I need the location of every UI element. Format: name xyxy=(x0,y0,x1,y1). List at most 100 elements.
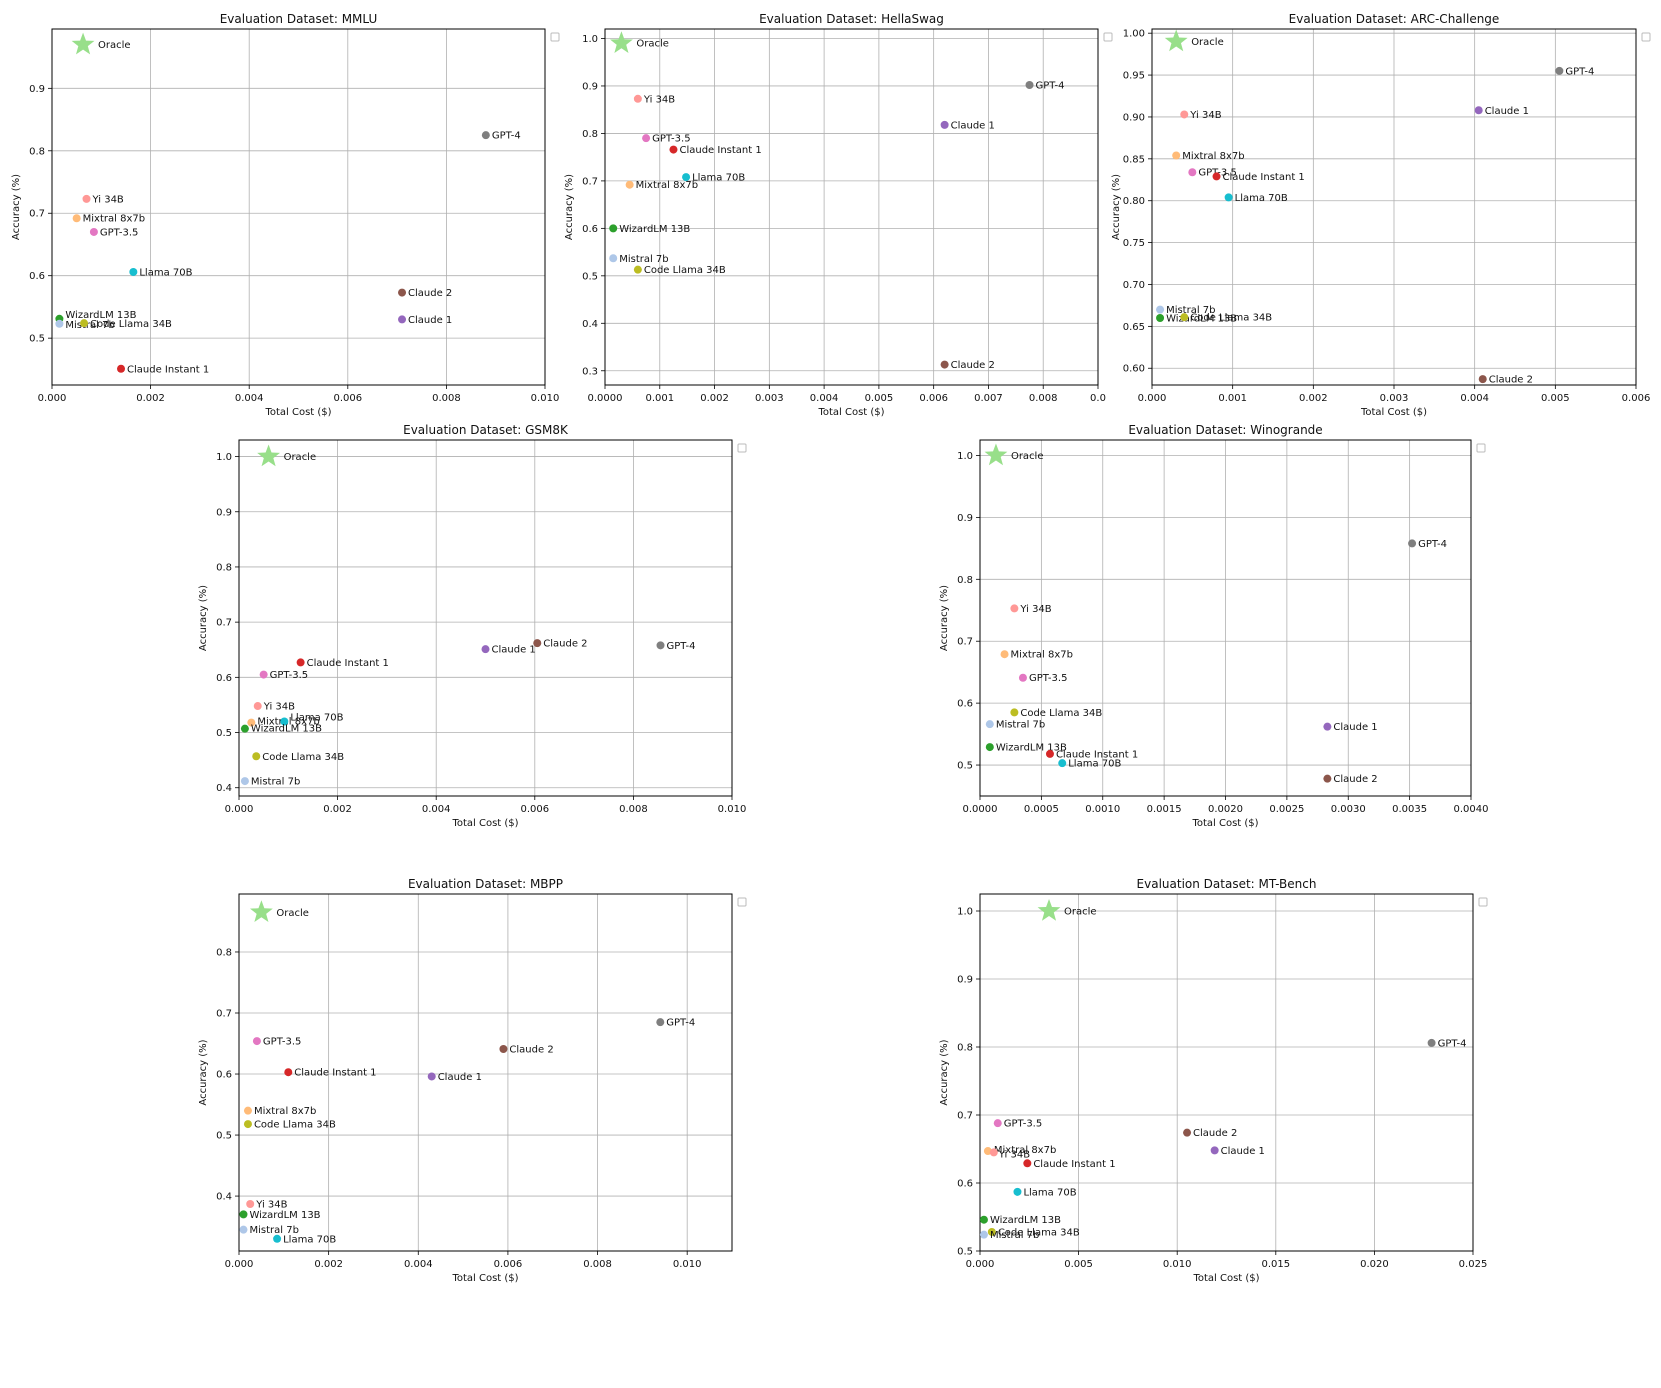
point-label: Oracle xyxy=(276,908,309,919)
point-label: Mixtral 8x7b xyxy=(254,1106,316,1117)
oracle-star-marker xyxy=(1164,29,1188,52)
chart-title: Evaluation Dataset: MMLU xyxy=(220,12,378,26)
point-label: Claude Instant 1 xyxy=(127,364,209,375)
legend-box xyxy=(1103,32,1113,42)
point-label: Mixtral 8x7b xyxy=(1182,151,1244,162)
y-tick-label: 0.5 xyxy=(216,728,232,739)
point-label: WizardLM 13B xyxy=(990,1215,1061,1226)
y-tick-label: 0.7 xyxy=(29,209,45,220)
x-tick-label: 0.0015 xyxy=(1147,804,1182,815)
y-tick-label: 1.0 xyxy=(216,452,232,463)
point-label: Code Llama 34B xyxy=(1190,313,1272,324)
point-label: Oracle xyxy=(284,452,317,463)
data-point xyxy=(398,315,407,324)
y-tick-label: 0.6 xyxy=(216,673,232,684)
point-label: Code Llama 34B xyxy=(90,319,172,330)
oracle-star-marker xyxy=(1037,899,1061,921)
point-label: WizardLM 13B xyxy=(65,310,136,321)
point-label: Mistral 7b xyxy=(251,777,300,788)
data-point xyxy=(1212,172,1221,181)
x-tick-label: 0.0020 xyxy=(1208,804,1243,815)
x-tick-label: 0.0010 xyxy=(1085,804,1120,815)
y-tick-label: 0.4 xyxy=(582,319,598,330)
data-point xyxy=(284,1068,293,1077)
point-label: Claude Instant 1 xyxy=(294,1068,376,1079)
y-tick-label: 0.5 xyxy=(957,761,973,772)
point-label: Yi 34B xyxy=(1019,604,1051,615)
x-tick-label: 0.006 xyxy=(1622,393,1651,404)
x-tick-label: 0.0005 xyxy=(1024,804,1059,815)
oracle-star-marker xyxy=(257,444,280,467)
y-axis-label: Accuracy (%) xyxy=(1111,174,1122,240)
point-label: Mistral 7b xyxy=(249,1225,298,1236)
data-point xyxy=(129,267,138,276)
x-tick-label: 0.000 xyxy=(966,1259,995,1270)
x-tick-label: 0.005 xyxy=(1064,1259,1093,1270)
point-label: Claude 1 xyxy=(492,645,536,656)
x-tick-label: 0.004 xyxy=(235,393,264,404)
data-point xyxy=(239,1225,248,1234)
x-tick-label: 0.002 xyxy=(314,1259,343,1270)
chart-title: Evaluation Dataset: GSM8K xyxy=(403,423,569,437)
y-tick-label: 0.60 xyxy=(1123,364,1145,375)
chart-panel: 0.000 0.002 0.004 0.006 0.008 0.010 0.4 0.5 0.6 0… xyxy=(198,423,747,829)
point-label: Llama 70B xyxy=(283,1234,336,1245)
point-label: Mixtral 8x7b xyxy=(994,1145,1056,1156)
chart-panel: 0.000 0.002 0.004 0.006 0.008 0.010 0.4 0.5 0.6 0… xyxy=(198,877,747,1284)
point-label: Claude Instant 1 xyxy=(1056,749,1138,760)
data-point xyxy=(609,224,618,233)
data-point xyxy=(1172,151,1181,160)
x-tick-label: 0.000 xyxy=(1138,393,1167,404)
y-tick-label: 0.6 xyxy=(216,1070,232,1081)
y-tick-label: 0.9 xyxy=(582,81,598,92)
x-tick-label: 0.008 xyxy=(1029,393,1058,404)
y-axis-label: Accuracy (%) xyxy=(198,585,209,651)
data-point xyxy=(669,145,678,154)
data-point xyxy=(1156,313,1165,322)
point-label: WizardLM 13B xyxy=(619,224,690,235)
data-point xyxy=(82,194,91,203)
y-tick-label: 0.9 xyxy=(957,975,973,986)
plot-frame xyxy=(238,439,733,797)
data-point xyxy=(533,639,542,648)
data-point xyxy=(398,288,407,297)
x-axis-label: Total Cost ($) xyxy=(817,407,884,418)
point-label: Code Llama 34B xyxy=(998,1227,1080,1238)
point-label: Mixtral 8x7b xyxy=(636,180,698,191)
y-tick-label: 0.7 xyxy=(216,618,232,629)
y-tick-label: 0.8 xyxy=(29,146,45,157)
x-tick-label: 0.001 xyxy=(645,393,674,404)
y-tick-label: 0.65 xyxy=(1123,322,1145,333)
y-tick-label: 0.7 xyxy=(957,1111,973,1122)
data-point xyxy=(985,743,994,752)
x-tick-label: 0.025 xyxy=(1459,1259,1488,1270)
point-label: Claude 1 xyxy=(1221,1146,1265,1157)
point-label: GPT-4 xyxy=(492,131,521,142)
y-tick-label: 0.7 xyxy=(582,176,598,187)
chart-title: Evaluation Dataset: HellaSwag xyxy=(759,12,944,26)
point-label: Code Llama 34B xyxy=(644,265,726,276)
data-point xyxy=(1183,1128,1192,1137)
y-tick-label: 0.8 xyxy=(216,947,232,958)
oracle-star-marker xyxy=(984,443,1008,466)
point-label: Yi 34B xyxy=(92,194,124,205)
data-point xyxy=(240,777,249,786)
data-point xyxy=(979,1215,988,1224)
chart-panel: 0.000 0.001 0.002 0.003 0.004 0.005 0.006 0.60 0… xyxy=(1111,12,1651,418)
point-label: Claude 2 xyxy=(408,288,452,299)
x-tick-label: 0.004 xyxy=(404,1259,433,1270)
y-tick-label: 0.5 xyxy=(216,1131,232,1142)
y-tick-label: 0.5 xyxy=(957,1247,973,1258)
chart-panel: 0.000 0.005 0.010 0.015 0.020 0.025 0.5 0.6 0.7 0… xyxy=(939,877,1488,1284)
chart-title: Evaluation Dataset: ARC-Challenge xyxy=(1289,12,1500,26)
data-point xyxy=(117,364,126,373)
y-tick-label: 0.90 xyxy=(1123,112,1145,123)
x-tick-label: 0.004 xyxy=(422,804,451,815)
oracle-star-marker xyxy=(250,900,273,923)
y-tick-label: 0.6 xyxy=(582,224,598,235)
x-tick-label: 0.006 xyxy=(919,393,948,404)
point-label: Code Llama 34B xyxy=(254,1120,336,1131)
x-tick-label: 0.004 xyxy=(1460,393,1489,404)
x-tick-label: 0.004 xyxy=(810,393,839,404)
data-point xyxy=(72,214,81,223)
